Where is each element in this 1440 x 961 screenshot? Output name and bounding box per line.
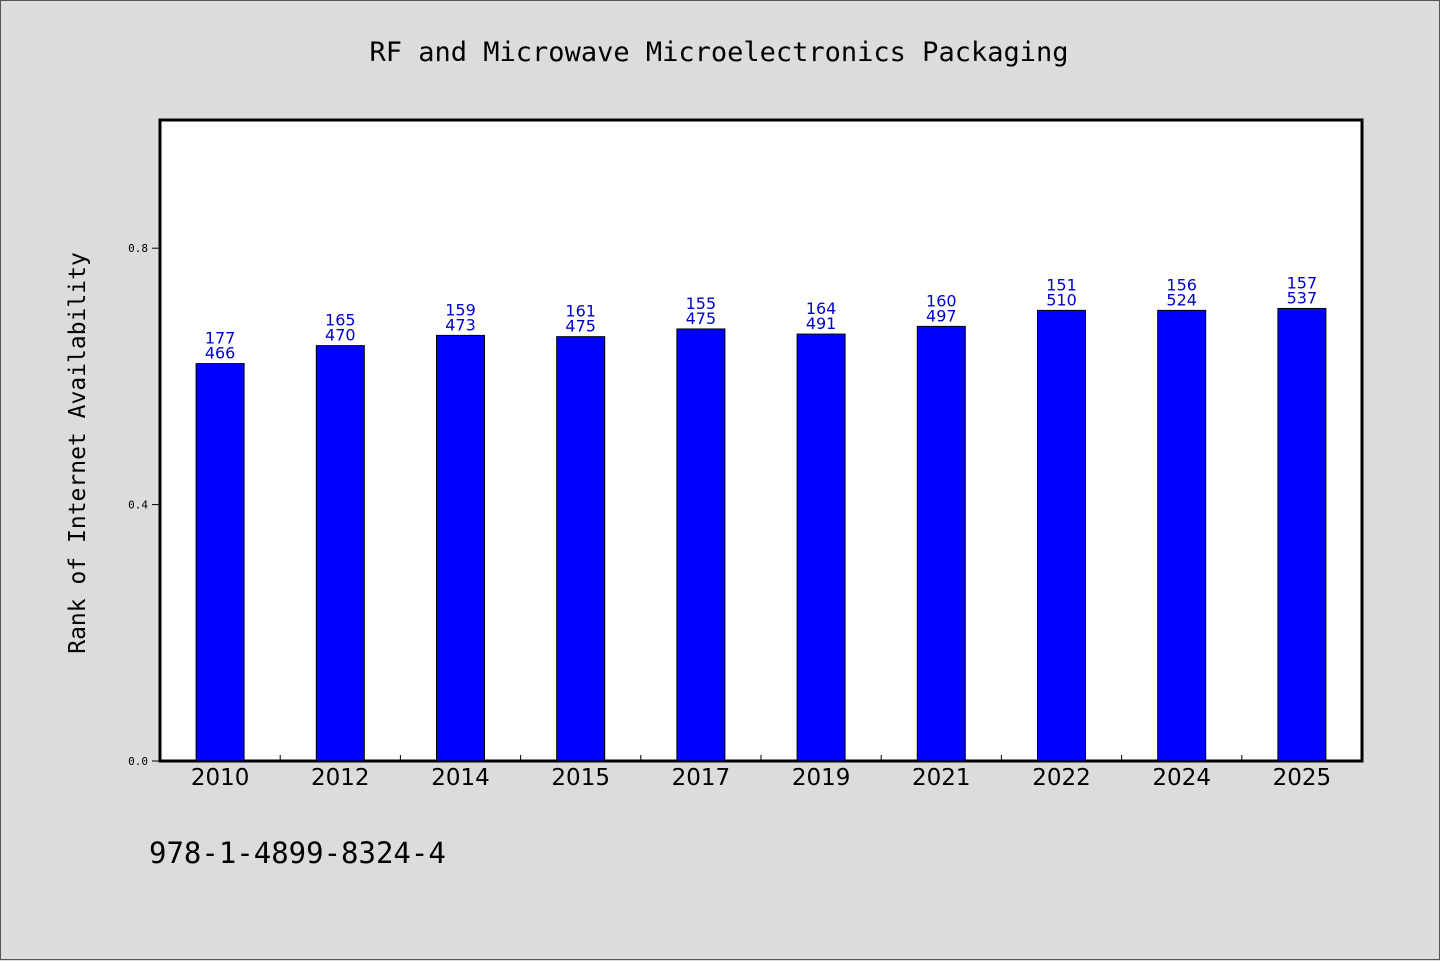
- bar: [315, 345, 365, 762]
- bar: [436, 334, 485, 762]
- y-tick-label: 0.8: [128, 242, 148, 255]
- y-tick-label: 0.0: [128, 755, 148, 768]
- x-tick-label: 2019: [792, 765, 851, 791]
- bar-label-bottom: 510: [1046, 290, 1077, 309]
- bar-label-bottom: 537: [1287, 288, 1318, 307]
- x-tick-label: 2017: [672, 765, 731, 791]
- bars-group: [195, 307, 1327, 762]
- bar: [916, 325, 966, 762]
- x-tick-label: 2010: [191, 765, 250, 791]
- bar-label-bottom: 497: [926, 306, 957, 325]
- x-tick-label: 2015: [551, 765, 610, 791]
- bar: [556, 336, 606, 762]
- y-axis: 0.0 0.4 0.8: [128, 242, 160, 768]
- x-tick-label: 2012: [311, 765, 370, 791]
- x-tick-label: 2014: [431, 765, 490, 791]
- y-tick-label: 0.4: [128, 499, 148, 512]
- bar-label-bottom: 475: [686, 309, 717, 328]
- x-tick-label: 2025: [1273, 765, 1332, 791]
- x-tick-label: 2021: [912, 765, 971, 791]
- bar-label-top: 151: [1046, 275, 1077, 294]
- bar: [195, 363, 245, 762]
- bar-labels-group: 1774661654701594731614751554751644911604…: [205, 273, 1317, 362]
- bar-label-top: 156: [1166, 275, 1197, 294]
- bar: [1157, 309, 1207, 762]
- x-tick-label: 2022: [1032, 765, 1091, 791]
- bar-label-top: 157: [1287, 273, 1318, 292]
- bar: [1037, 309, 1086, 762]
- x-tick-label: 2024: [1152, 765, 1211, 791]
- bar-label-top: 161: [565, 302, 596, 321]
- bar-label-top: 159: [445, 300, 476, 319]
- y-axis-label: Rank of Internet Availability: [65, 252, 91, 654]
- bar-label-bottom: 475: [565, 317, 596, 336]
- bar: [676, 328, 726, 762]
- bar-label-top: 155: [686, 294, 717, 313]
- isbn-footer: 978-1-4899-8324-4: [149, 836, 446, 870]
- bar: [1277, 307, 1327, 762]
- bar-label-bottom: 491: [806, 314, 837, 333]
- chart-title: RF and Microwave Microelectronics Packag…: [370, 37, 1069, 68]
- bar: [796, 333, 846, 762]
- x-axis: 2010 2012 2014 2015 2017 2019 2021 2022 2024 2025: [191, 755, 1331, 791]
- bar-label-bottom: 470: [325, 326, 356, 345]
- bar-label-top: 165: [325, 311, 356, 330]
- bar-label-top: 160: [926, 291, 957, 310]
- bar-label-top: 177: [205, 329, 236, 348]
- bar-label-bottom: 466: [205, 344, 236, 363]
- bar-label-bottom: 473: [445, 315, 476, 334]
- bar-label-top: 164: [806, 299, 837, 318]
- bar-label-bottom: 524: [1166, 290, 1197, 309]
